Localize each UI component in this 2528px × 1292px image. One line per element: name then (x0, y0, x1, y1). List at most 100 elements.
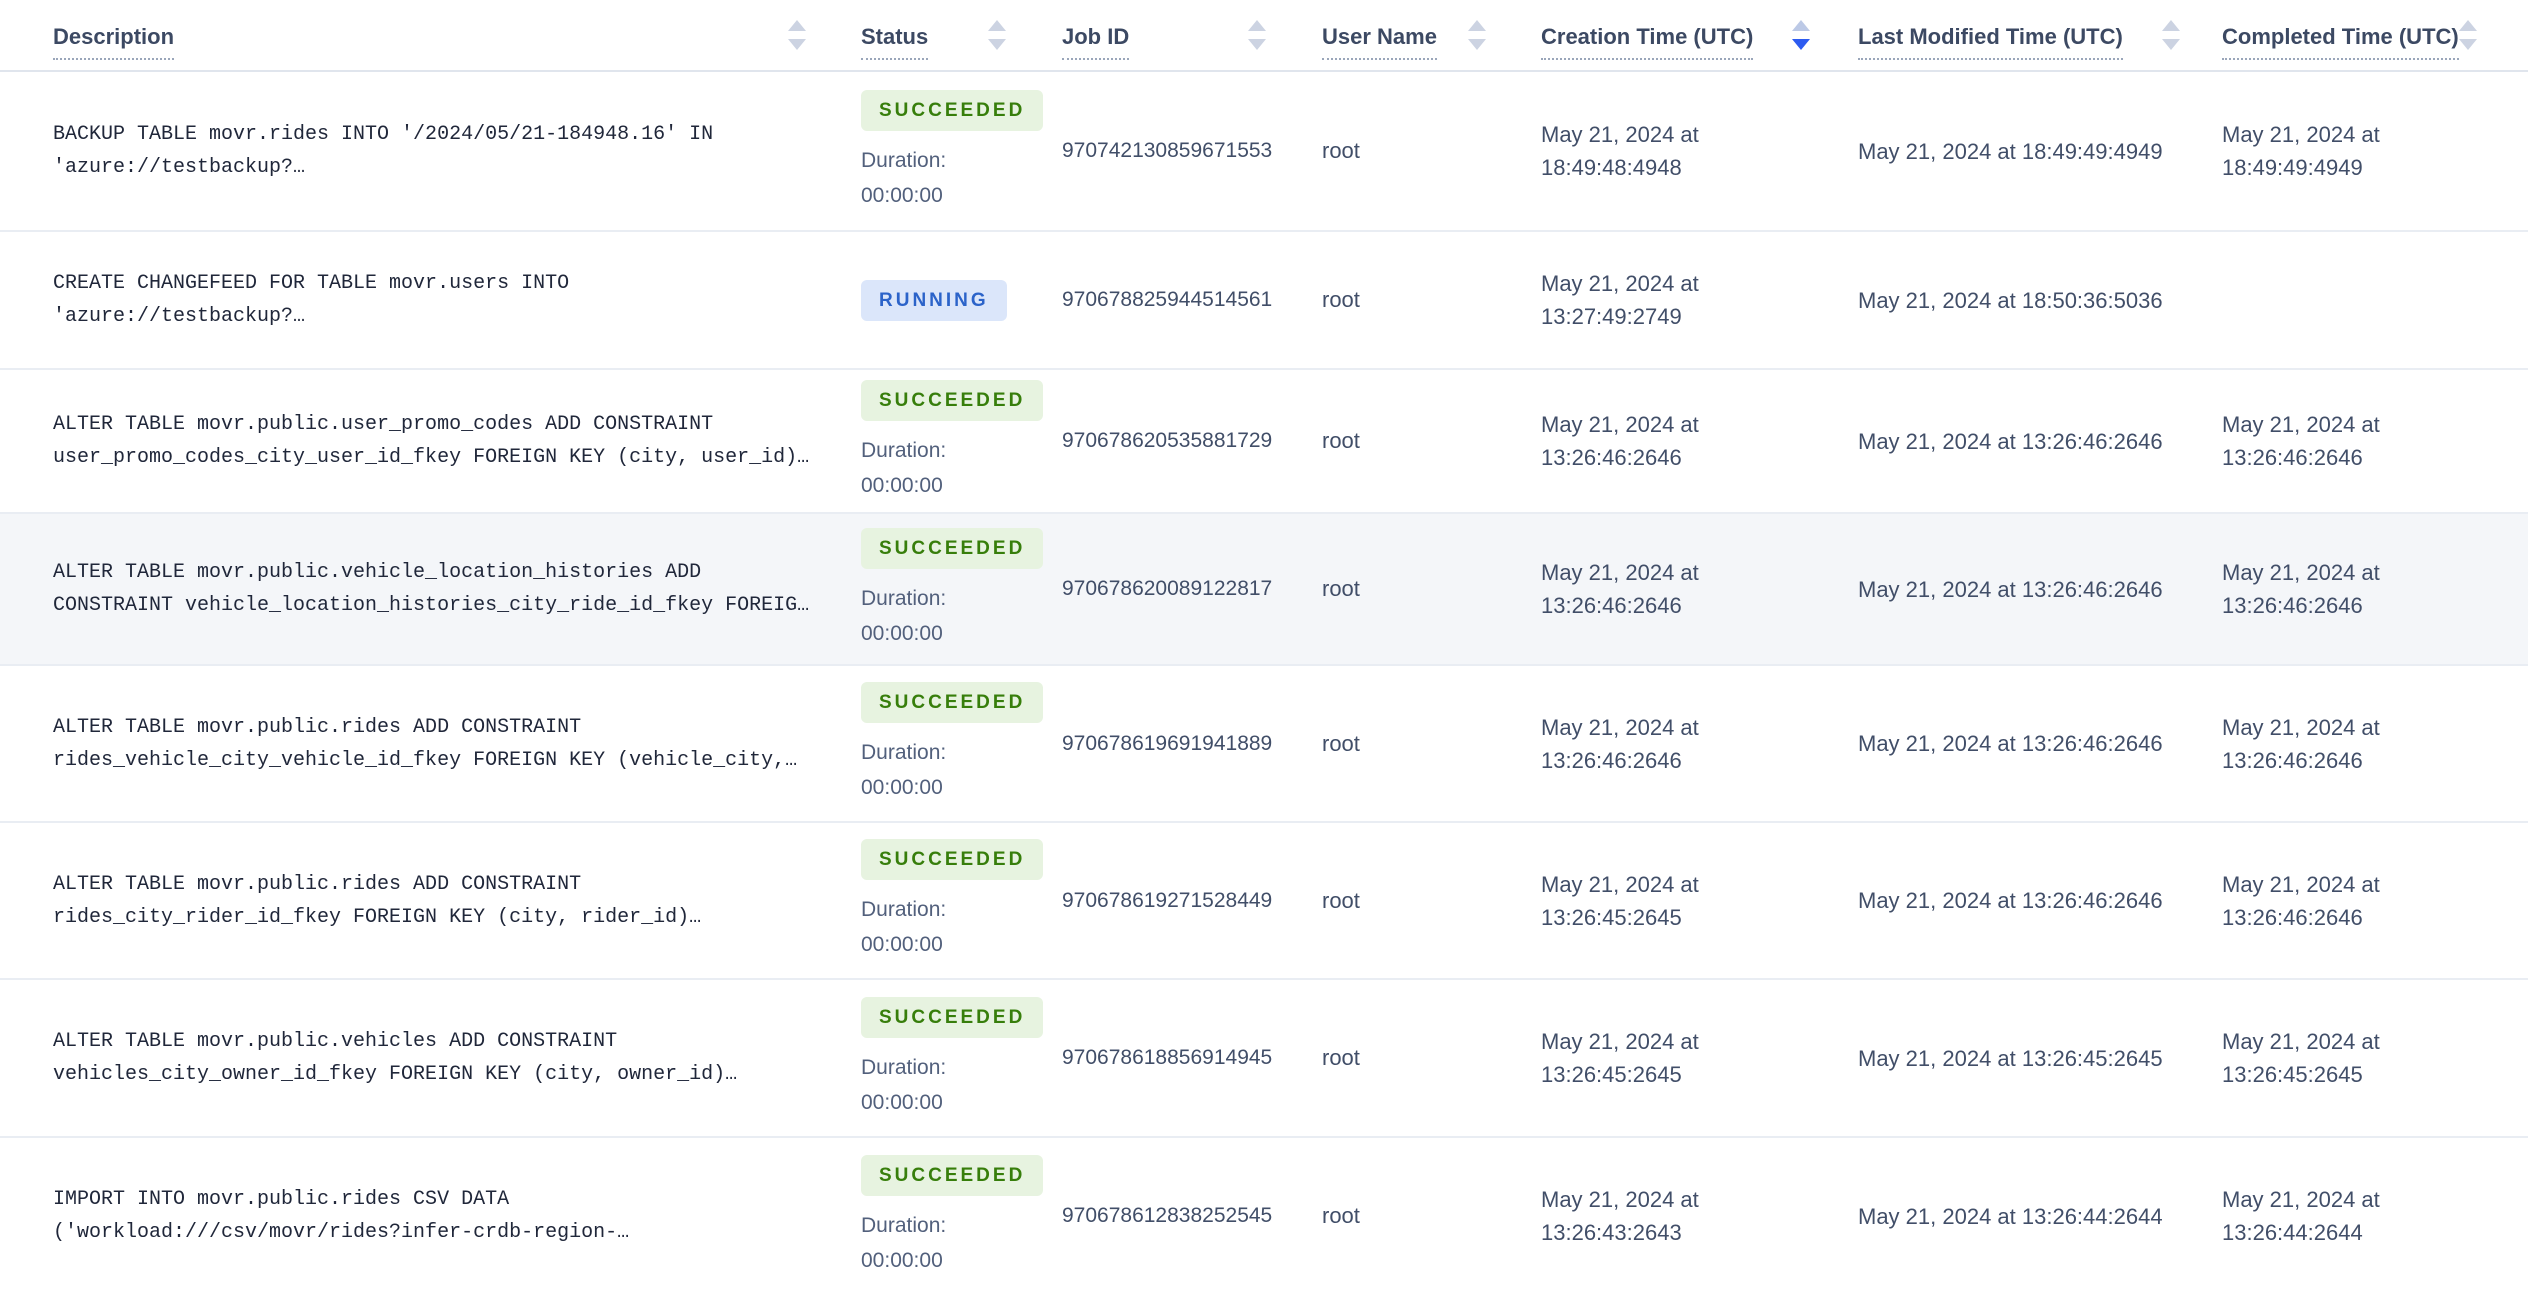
last-modified-time-cell: May 21, 2024 at 13:26:45:2645 (1858, 1045, 2163, 1071)
job-id-cell: 970678618856914945 (1062, 1046, 1273, 1069)
column-header-label: Job ID (1062, 24, 1130, 60)
user-name-cell: root (1322, 287, 1360, 312)
creation-time-cell: May 21, 2024 at 13:26:46:2646 (1541, 560, 1699, 618)
table-row: ALTER TABLE movr.public.vehicles ADD CON… (0, 980, 2528, 1138)
column-header-label: User Name (1322, 24, 1437, 60)
status-cell: SUCCEEDED Duration: 00:00:00 (830, 839, 1044, 962)
column-header-label: Creation Time (UTC) (1541, 24, 1754, 60)
sort-arrows-icon (2162, 20, 2180, 50)
sort-down-icon (1468, 39, 1486, 50)
last-modified-time-cell: May 21, 2024 at 13:26:46:2646 (1858, 428, 2163, 454)
table-body: BACKUP TABLE movr.rides INTO '/2024/05/2… (0, 72, 2528, 1292)
table-row: ALTER TABLE movr.public.vehicle_location… (0, 514, 2528, 666)
column-header-label: Last Modified Time (UTC) (1858, 24, 2123, 60)
user-name-cell: root (1322, 730, 1360, 756)
creation-time-cell: May 21, 2024 at 13:26:45:2645 (1541, 871, 1699, 930)
completed-time-cell: May 21, 2024 at 18:49:49:4949 (2222, 122, 2380, 180)
sort-up-icon (2458, 20, 2477, 31)
status-cell: SUCCEEDED Duration: 00:00:00 (830, 379, 1044, 503)
sort-up-icon (988, 20, 1006, 31)
duration-label: Duration: (861, 148, 947, 172)
status-badge: SUCCEEDED (861, 89, 1044, 131)
duration-value: 00:00:00 (861, 933, 943, 956)
completed-time-cell: May 21, 2024 at 13:26:45:2645 (2222, 1029, 2380, 1087)
last-modified-time-cell: May 21, 2024 at 13:26:46:2646 (1858, 888, 2163, 913)
last-modified-time-cell: May 21, 2024 at 18:50:36:5036 (1858, 287, 2163, 313)
duration-value: 00:00:00 (861, 621, 943, 645)
user-name-cell: root (1322, 887, 1360, 913)
sort-up-icon (1792, 20, 1810, 31)
table-row: ALTER TABLE movr.public.user_promo_codes… (0, 370, 2528, 514)
column-header-completed-time[interactable]: Completed Time (UTC) (2190, 0, 2528, 70)
job-duration: Duration: 00:00:00 (861, 735, 1011, 805)
creation-time-cell: May 21, 2024 at 13:27:49:2749 (1541, 271, 1699, 329)
duration-value: 00:00:00 (861, 776, 943, 799)
column-header-description[interactable]: Description (0, 0, 830, 70)
sort-down-icon (788, 39, 806, 50)
job-duration: Duration: 00:00:00 (861, 892, 1011, 962)
job-description-link[interactable]: ALTER TABLE movr.public.user_promo_codes… (53, 413, 810, 469)
duration-label: Duration: (861, 898, 947, 921)
job-description-link[interactable]: ALTER TABLE movr.public.rides ADD CONSTR… (53, 715, 798, 772)
status-badge: SUCCEEDED (861, 682, 1044, 723)
sort-down-icon (1792, 39, 1810, 50)
job-id-cell: 970678612838252545 (1062, 1204, 1273, 1227)
column-header-label: Description (53, 24, 175, 60)
job-id-cell: 970678825944514561 (1062, 288, 1273, 311)
sort-down-icon (988, 39, 1006, 50)
user-name-cell: root (1322, 1045, 1360, 1070)
column-header-creation-time[interactable]: Creation Time (UTC) (1510, 0, 1830, 70)
job-duration: Duration: 00:00:00 (861, 433, 1011, 503)
sort-arrows-icon (788, 20, 806, 50)
table-row: ALTER TABLE movr.public.rides ADD CONSTR… (0, 666, 2528, 823)
column-header-user-name[interactable]: User Name (1290, 0, 1510, 70)
status-cell: RUNNING (830, 279, 1030, 321)
status-cell: SUCCEEDED Duration: 00:00:00 (830, 682, 1044, 805)
column-header-status[interactable]: Status (830, 0, 1030, 70)
job-description-link[interactable]: ALTER TABLE movr.public.rides ADD CONSTR… (53, 872, 702, 929)
sort-arrows-icon (988, 20, 1006, 50)
job-description-link[interactable]: IMPORT INTO movr.public.rides CSV DATA ('… (53, 1188, 630, 1244)
table-row: IMPORT INTO movr.public.rides CSV DATA ('… (0, 1138, 2528, 1292)
sort-up-icon (788, 20, 806, 31)
job-description-link[interactable]: ALTER TABLE movr.public.vehicles ADD CON… (53, 1030, 738, 1086)
table-row: BACKUP TABLE movr.rides INTO '/2024/05/2… (0, 72, 2528, 232)
user-name-cell: root (1322, 1203, 1360, 1228)
completed-time-cell: May 21, 2024 at 13:26:46:2646 (2222, 714, 2380, 773)
job-id-cell: 970742130859671553 (1062, 139, 1273, 162)
job-description-link[interactable]: CREATE CHANGEFEED FOR TABLE movr.users I… (53, 272, 570, 328)
last-modified-time-cell: May 21, 2024 at 13:26:46:2646 (1858, 731, 2163, 756)
duration-label: Duration: (861, 1213, 947, 1237)
job-duration: Duration: 00:00:00 (861, 581, 1011, 651)
last-modified-time-cell: May 21, 2024 at 13:26:46:2646 (1858, 576, 2163, 602)
sort-arrows-icon (1468, 20, 1486, 50)
status-badge: SUCCEEDED (861, 1154, 1044, 1196)
job-duration: Duration: 00:00:00 (861, 143, 1011, 213)
status-badge: SUCCEEDED (861, 527, 1044, 569)
column-header-label: Completed Time (UTC) (2222, 24, 2459, 60)
duration-label: Duration: (861, 1055, 947, 1079)
sort-down-icon (1248, 39, 1266, 50)
completed-time-cell: May 21, 2024 at 13:26:46:2646 (2222, 560, 2380, 618)
job-id-cell: 970678619691941889 (1062, 731, 1273, 755)
duration-label: Duration: (861, 586, 947, 610)
duration-value: 00:00:00 (861, 1090, 943, 1114)
status-cell: SUCCEEDED Duration: 00:00:00 (830, 527, 1044, 651)
user-name-cell: root (1322, 428, 1360, 453)
status-badge: SUCCEEDED (861, 996, 1044, 1038)
table-header-row: Description Status Job ID User Name Crea… (0, 0, 2528, 72)
duration-value: 00:00:00 (861, 183, 943, 207)
completed-time-cell: May 21, 2024 at 13:26:46:2646 (2222, 412, 2380, 470)
column-header-last-modified-time[interactable]: Last Modified Time (UTC) (1830, 0, 2190, 70)
sort-arrows-icon (1248, 20, 1266, 50)
creation-time-cell: May 21, 2024 at 13:26:46:2646 (1541, 412, 1699, 470)
user-name-cell: root (1322, 576, 1360, 601)
status-cell: SUCCEEDED Duration: 00:00:00 (830, 996, 1044, 1120)
last-modified-time-cell: May 21, 2024 at 13:26:44:2644 (1858, 1203, 2163, 1229)
job-description-link[interactable]: ALTER TABLE movr.public.vehicle_location… (53, 561, 810, 617)
status-cell: SUCCEEDED Duration: 00:00:00 (830, 89, 1044, 213)
sort-up-icon (1248, 20, 1266, 31)
column-header-job-id[interactable]: Job ID (1030, 0, 1290, 70)
completed-time-cell: May 21, 2024 at 13:26:46:2646 (2222, 871, 2380, 930)
job-description-link[interactable]: BACKUP TABLE movr.rides INTO '/2024/05/2… (53, 123, 714, 179)
